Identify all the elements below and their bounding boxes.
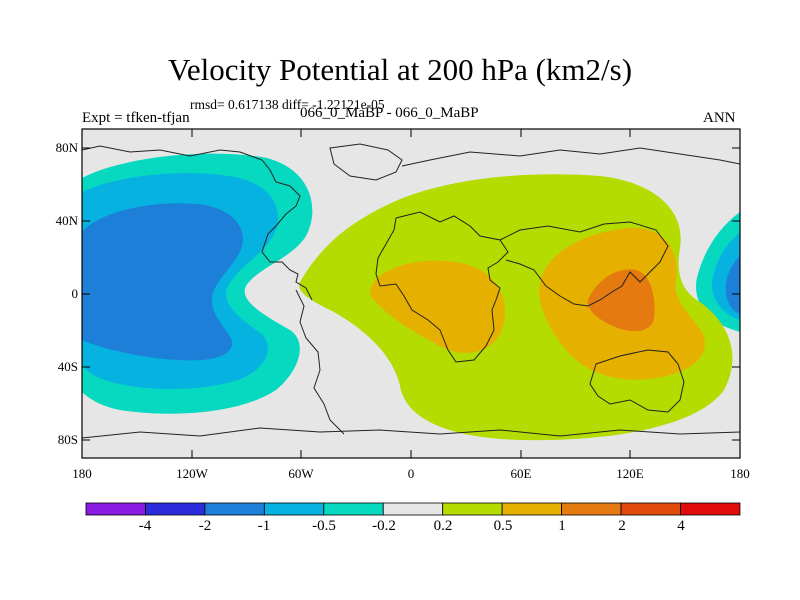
colorbar-swatch-11 — [680, 502, 741, 516]
contour-neg-east-1 — [725, 256, 740, 314]
colorbar — [85, 502, 741, 516]
lat-tick-80n: 80N — [55, 140, 78, 155]
colorbar-label-4: -0.5 — [312, 518, 336, 534]
contour-neg-1 — [82, 203, 243, 361]
colorbar-label-7: 0.5 — [493, 518, 513, 534]
coast-north-america — [82, 145, 313, 301]
colorbar-swatch-1 — [85, 502, 146, 516]
coast-greenland — [329, 143, 403, 181]
coastlines — [82, 143, 740, 439]
lon-tick-60e: 60E — [510, 466, 532, 481]
lat-tick-40n: 40N — [55, 213, 78, 228]
experiment-label: Expt = tfken-tfjan — [82, 110, 190, 126]
coast-europe-africa — [375, 211, 509, 363]
map-title: Velocity Potential at 200 hPa (km2/s) — [167, 52, 633, 87]
experiment-names: 066_0_MaBP - 066_0_MaBP — [300, 105, 479, 121]
colorbar-label-8: 1 — [558, 518, 566, 534]
coast-south-america — [295, 289, 345, 435]
colorbar-label-10: 4 — [677, 518, 685, 534]
contour-pos-0.5 — [370, 260, 505, 353]
colorbar-label-6: 0.2 — [433, 518, 453, 534]
lon-tick-0: 0 — [407, 466, 415, 481]
lon-tick-120e: 120E — [616, 466, 644, 481]
coast-australia — [589, 349, 685, 413]
colorbar-label-3: -1 — [257, 518, 271, 534]
colorbar-label-5: -0.2 — [372, 518, 396, 534]
lon-tick-180w: 180 — [72, 466, 92, 481]
colorbar-swatch-8 — [501, 502, 562, 516]
contour-field — [82, 129, 740, 458]
contour-pos-1 — [587, 269, 655, 332]
lon-tick-60w: 60W — [288, 466, 314, 481]
lon-tick-120w: 120W — [176, 466, 208, 481]
colorbar-swatch-4 — [263, 502, 325, 516]
colorbar-label-1: -4 — [138, 518, 152, 534]
colorbar-label-9: 2 — [618, 518, 626, 534]
coast-arctic-rim — [401, 147, 740, 167]
colorbar-swatch-7 — [442, 502, 503, 516]
lon-tick-180e: 180 — [730, 466, 750, 481]
season-label: ANN — [703, 110, 736, 126]
coast-asia — [499, 221, 669, 307]
colorbar-swatch-3 — [204, 502, 265, 516]
colorbar-label-2: -2 — [198, 518, 212, 534]
colorbar-swatch-10 — [620, 502, 681, 516]
axis-ticks — [82, 129, 740, 458]
lat-tick-80s: 80S — [57, 432, 78, 447]
colorbar-swatch-9 — [561, 502, 622, 516]
lat-tick-0: 0 — [71, 286, 79, 301]
coast-antarctica — [82, 427, 740, 439]
colorbar-swatch-6 — [382, 502, 444, 516]
lat-tick-40s: 40S — [57, 359, 78, 374]
colorbar-swatch-5 — [323, 502, 384, 516]
colorbar-swatch-2 — [145, 502, 206, 516]
stats-line: rmsd= 0.617138 diff= -1.22121e-05 — [190, 97, 385, 112]
